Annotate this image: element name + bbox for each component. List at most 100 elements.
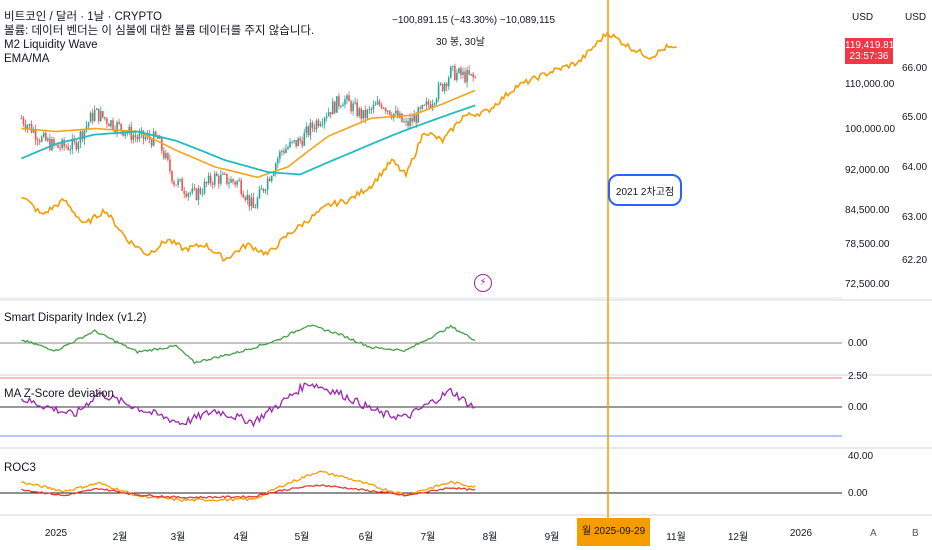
candle-body [336,96,338,113]
candle-body [366,109,369,118]
log-scale-button[interactable]: B [912,528,919,539]
indicator-m2-label[interactable]: M2 Liquidity Wave [4,39,98,51]
candle-body [329,112,332,115]
candle-body [213,173,216,185]
candle-body [464,71,466,83]
candle-body [220,174,222,184]
candle-body [264,189,267,192]
candle-body [154,131,157,137]
currency-right[interactable]: USD [905,12,927,23]
candle-body [226,173,228,184]
measure-readout: −100,891.15 (−43.30%) −10,089,115 [392,15,556,26]
candle-body [201,193,204,195]
candle-body [317,120,320,126]
candle-body [470,73,472,75]
candle-body [474,77,477,79]
candle-body [106,118,108,124]
m2-tick: 66.00 [902,63,928,74]
candle-body [242,193,245,198]
candle-body [211,183,214,185]
roc3-zero-tick: 0.00 [848,488,868,499]
candle-body [333,101,336,113]
indicator-ema-label[interactable]: EMA/MA [4,53,50,65]
candle-body [295,140,297,147]
candle-body [419,107,422,109]
candle-body [449,66,452,78]
candle-body [61,139,63,149]
candle-body [32,129,35,133]
candle-body [454,65,456,81]
candle-body [36,139,39,141]
candle-body [374,104,377,106]
candle-body [413,115,415,122]
candle-body [323,118,326,124]
candle-body [342,104,344,106]
candle-body [165,153,167,159]
candle-body [411,118,413,122]
candle-body [89,112,92,123]
candle-body [315,120,318,130]
roc3-pane-label[interactable]: ROC3 [4,462,36,474]
candle-body [462,71,464,75]
candle-body [34,129,37,140]
ema-line [21,89,476,179]
countdown: 23:57:36 [849,51,889,62]
candle-body [81,131,84,140]
candle-body [303,132,306,146]
candle-body [230,179,232,183]
auto-scale-button[interactable]: A [870,528,877,539]
candle-body [325,116,328,119]
candle-body [167,153,169,160]
candle-body [277,158,279,164]
candle-body [238,180,240,182]
x-tick: 3월 [170,532,186,543]
candle-body [293,140,295,142]
candle-body [285,148,287,153]
candle-body [256,198,259,208]
x-tick: 4월 [233,532,249,543]
candle-body [417,107,420,123]
chart-title: 비트코인 / 달러 · 1날 · CRYPTO [4,11,162,23]
candle-body [185,193,188,197]
currency-left[interactable]: USD [852,12,874,23]
price-tick: 100,000.00 [845,124,896,135]
candle-body [138,133,141,139]
candle-body [248,194,251,207]
zscore-pane-label[interactable]: MA Z-Score deviation [4,388,114,400]
candle-body [262,188,265,192]
candle-body [134,135,137,138]
candle-body [85,125,88,130]
candle-body [409,118,411,126]
candle-body [75,141,78,150]
candle-body [311,122,314,128]
annotation-note[interactable]: 2021 2차고점 [608,174,682,206]
candle-body [95,108,98,110]
m2-liquidity-line [21,30,677,262]
candle-body [283,150,285,153]
candle-body [279,151,281,159]
x-tick: 9월 [544,532,560,543]
event-bolt-icon[interactable]: ⚡ [474,274,492,292]
x-tick: 2026 [789,528,813,539]
candle-body [441,83,444,91]
candle-body [177,180,179,185]
candle-body [307,126,310,136]
candle-body [197,188,200,200]
candle-body [456,72,458,81]
annotation-text: 2021 2차고점 [615,186,675,198]
candle-body [45,133,47,141]
candle-body [252,197,255,208]
sdi-pane-label[interactable]: Smart Disparity Index (v1.2) [4,312,147,324]
candle-body [136,137,139,139]
candle-body [57,144,59,148]
candle-body [232,179,234,182]
candle-body [445,83,448,87]
candle-body [120,123,122,131]
candle-body [181,179,183,191]
candle-body [55,144,57,146]
candle-body [191,188,194,193]
zscore-zero-tick: 0.00 [848,402,868,413]
x-tick: 8월 [482,532,498,543]
candle-body [407,121,409,126]
